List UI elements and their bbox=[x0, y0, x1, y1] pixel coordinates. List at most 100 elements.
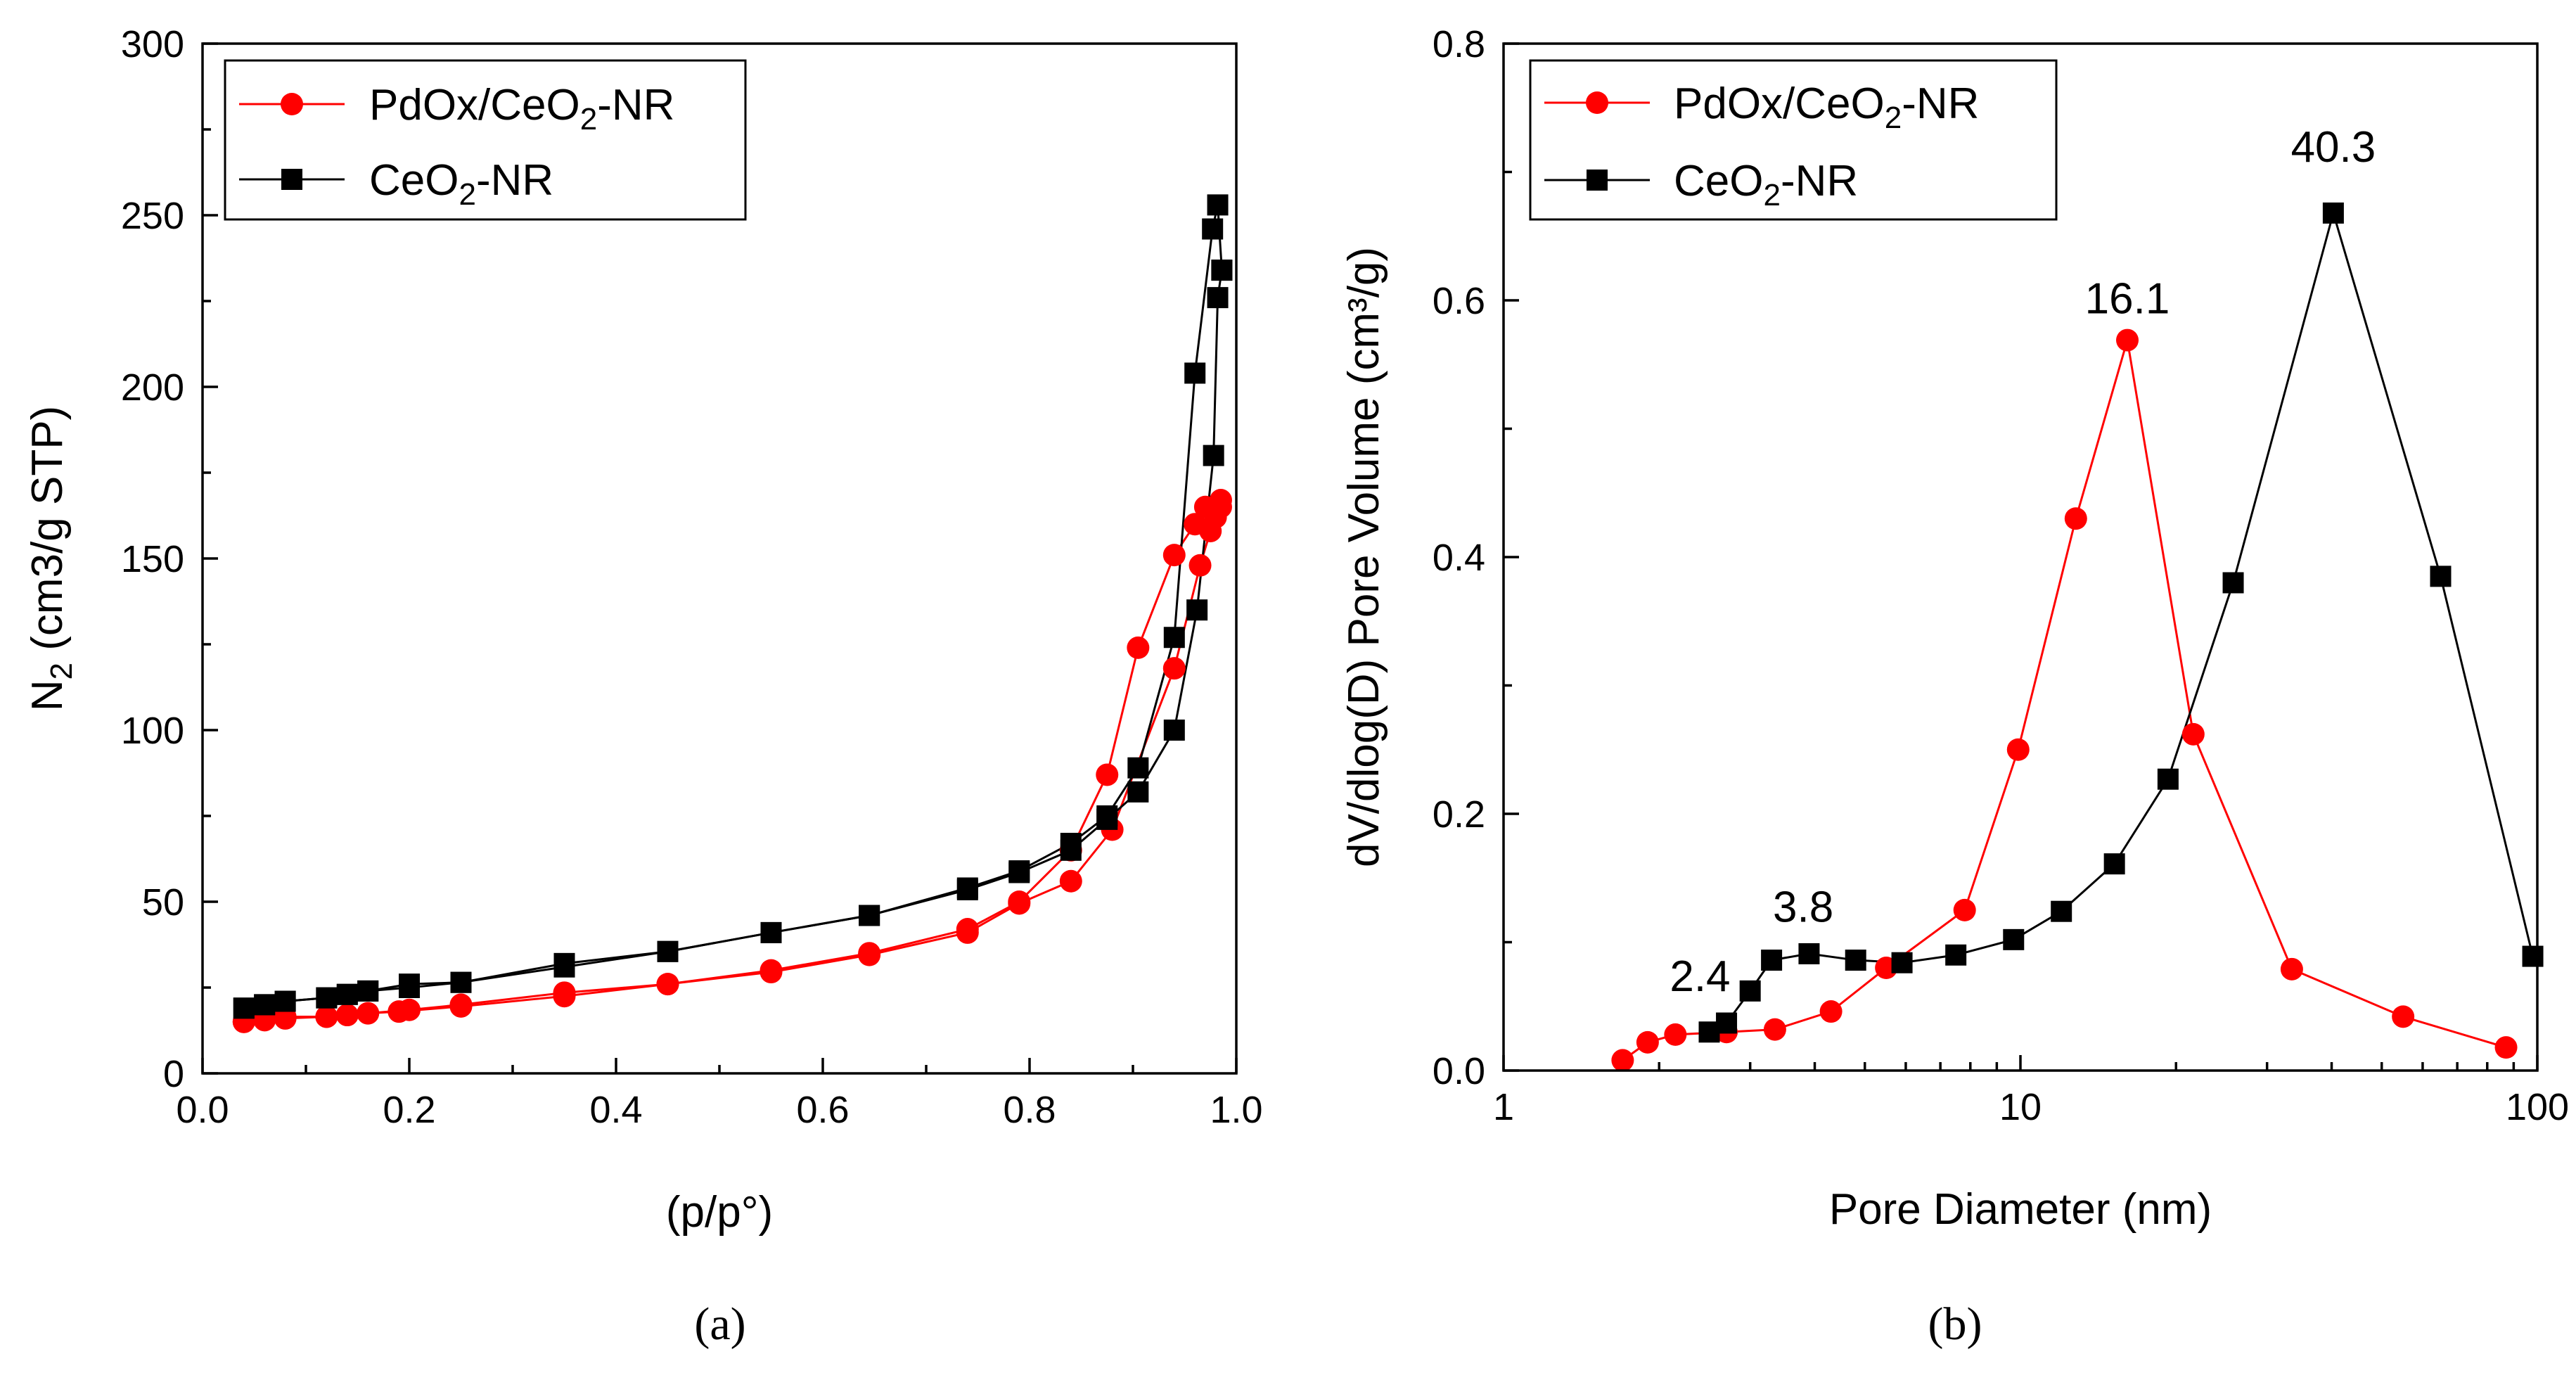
chart-b-peak-label: 3.8 bbox=[1773, 883, 1833, 931]
chart-a-point-pdox-ceo2-nr bbox=[274, 1007, 297, 1030]
chart-a-point-ceo2-nr bbox=[1008, 860, 1030, 882]
chart-a-y-axis-title-sub: 2 bbox=[44, 663, 79, 679]
chart-b-point-ceo2-nr bbox=[1716, 1012, 1738, 1034]
chart-a-x-axis-title: (p/p°) bbox=[666, 1188, 773, 1237]
chart-b-point-pdox-ceo2-nr bbox=[1636, 1030, 1659, 1054]
chart-a-point-pdox-ceo2-nr bbox=[553, 981, 576, 1004]
chart-b-point-ceo2-nr bbox=[2157, 768, 2179, 790]
chart-a-y-tick-label: 250 bbox=[121, 195, 184, 237]
chart-b-point-ceo2-nr bbox=[2103, 853, 2125, 875]
chart-a-legend-label-ceo2-rest: -NR bbox=[476, 156, 553, 205]
chart-b-x-axis-title: Pore Diameter (nm) bbox=[1829, 1185, 2212, 1234]
chart-a-legend-label-ceo2-main: CeO bbox=[369, 156, 459, 205]
chart-b-peak-label: 2.4 bbox=[1670, 952, 1730, 1001]
chart-a-point-ceo2-nr bbox=[1096, 805, 1118, 826]
chart-a-point-pdox-ceo2-nr bbox=[398, 998, 421, 1021]
chart-b-y-axis-title: dV/dlog(D) Pore Volume (cm³/g) bbox=[1340, 247, 1388, 867]
chart-b-y-tick-label: 0.8 bbox=[1433, 23, 1485, 65]
chart-b-x-tick-label: 100 bbox=[2506, 1086, 2569, 1128]
chart-b-point-pdox-ceo2-nr bbox=[1763, 1018, 1786, 1041]
chart-a-point-pdox-ceo2-nr bbox=[1188, 554, 1212, 577]
chart-b-point-pdox-ceo2-nr bbox=[1953, 898, 1976, 921]
chart-b-legend-label-ceo2-sub: 2 bbox=[1763, 178, 1780, 212]
chart-a-y-tick-label: 200 bbox=[121, 366, 184, 409]
chart-a-point-ceo2-nr bbox=[450, 971, 472, 993]
chart-a-point-pdox-ceo2-nr bbox=[449, 993, 473, 1016]
chart-a-legend-label-ceo2: CeO2-NR bbox=[369, 156, 553, 212]
chart-b-point-ceo2-nr bbox=[1891, 952, 1913, 973]
chart-a-point-ceo2-nr bbox=[399, 977, 420, 998]
chart-a-point-ceo2-nr bbox=[1184, 362, 1206, 384]
chart-a-point-ceo2-nr bbox=[1127, 757, 1149, 779]
chart-a-tick-labels: 0.0 0.2 0.4 0.6 0.8 1.0 0 50 100 150 200 250 300 bbox=[121, 23, 1263, 1131]
chart-b-legend-box bbox=[1529, 59, 2058, 221]
chart-b-point-ceo2-nr bbox=[1845, 950, 1866, 971]
chart-b-point-ceo2-nr bbox=[2051, 900, 2072, 922]
chart-b-point-pdox-ceo2-nr bbox=[2116, 328, 2139, 352]
chart-a-point-pdox-ceo2-nr bbox=[1059, 869, 1082, 893]
chart-b-legend-label-pdox: PdOx/CeO2-NR bbox=[1674, 79, 1979, 135]
chart-a-y-axis-title: N2 (cm3/g STP) bbox=[23, 406, 79, 711]
chart-b-markers bbox=[1611, 202, 2544, 1072]
chart-b-legend-marker-pdox bbox=[1586, 91, 1608, 114]
chart-a-y-tick-label: 0 bbox=[163, 1053, 184, 1095]
chart-b-legend-label-ceo2-rest: -NR bbox=[1781, 157, 1858, 205]
chart-b-ticks bbox=[1502, 42, 2539, 1072]
chart-a-point-ceo2-nr bbox=[1186, 599, 1208, 621]
chart-a-point-pdox-ceo2-nr bbox=[1162, 544, 1186, 567]
chart-a-point-pdox-ceo2-nr bbox=[1162, 657, 1186, 680]
chart-b-point-pdox-ceo2-nr bbox=[2064, 507, 2087, 530]
chart-a-point-pdox-ceo2-nr bbox=[335, 1004, 359, 1027]
chart-b-x-tick-label: 10 bbox=[1999, 1086, 2042, 1128]
chart-a-point-ceo2-nr bbox=[316, 987, 338, 1009]
chart-b-annotations: 2.4 3.8 16.1 40.3 bbox=[1670, 123, 2376, 1001]
chart-a-point-ceo2-nr bbox=[1127, 781, 1149, 803]
chart-a-legend-marker-ceo2 bbox=[281, 169, 302, 190]
chart-b-peak-label: 16.1 bbox=[2085, 274, 2170, 323]
chart-a-point-ceo2-nr bbox=[336, 983, 358, 1005]
chart-a-point-pdox-ceo2-nr bbox=[315, 1005, 338, 1028]
chart-b-point-ceo2-nr bbox=[2522, 945, 2544, 967]
chart-a-y-axis-title-rest: (cm3/g STP) bbox=[23, 406, 72, 663]
chart-b-point-pdox-ceo2-nr bbox=[2280, 957, 2303, 981]
chart-b-point-ceo2-nr bbox=[1798, 943, 1820, 964]
chart-a-x-tick-label: 0.6 bbox=[796, 1089, 849, 1131]
chart-a-point-ceo2-nr bbox=[254, 994, 276, 1016]
chart-a: 0.0 0.2 0.4 0.6 0.8 1.0 0 50 100 150 200 250 300 (p/… bbox=[23, 23, 1263, 1237]
chart-b-point-ceo2-nr bbox=[1945, 944, 1967, 966]
chart-a-point-ceo2-nr bbox=[274, 990, 296, 1012]
chart-a-point-pdox-ceo2-nr bbox=[1127, 636, 1150, 659]
chart-b-y-tick-label: 0.6 bbox=[1433, 280, 1485, 322]
chart-a-y-axis-title-main: N bbox=[23, 679, 72, 711]
chart-b-y-tick-label: 0.4 bbox=[1433, 537, 1485, 579]
chart-a-point-ceo2-nr bbox=[657, 940, 679, 962]
chart-b-point-ceo2-nr bbox=[1761, 950, 1783, 971]
chart-a-x-tick-label: 0.4 bbox=[589, 1089, 642, 1131]
chart-a-y-tick-label: 150 bbox=[121, 538, 184, 580]
chart-a-y-tick-label: 50 bbox=[142, 881, 184, 924]
chart-a-x-tick-label: 0.0 bbox=[176, 1089, 229, 1131]
chart-b-peak-label: 40.3 bbox=[2291, 123, 2376, 172]
chart-b-legend-label-ceo2-main: CeO bbox=[1674, 157, 1763, 205]
chart-b-point-ceo2-nr bbox=[2430, 566, 2452, 587]
chart-b-legend: PdOx/CeO2-NR CeO2-NR bbox=[1529, 59, 2058, 221]
chart-a-legend-label-pdox-main: PdOx/CeO bbox=[369, 81, 580, 129]
chart-a-legend: PdOx/CeO2-NR CeO2-NR bbox=[224, 59, 747, 221]
chart-b-point-pdox-ceo2-nr bbox=[1819, 1000, 1843, 1023]
chart-a-point-pdox-ceo2-nr bbox=[956, 918, 979, 941]
chart-b-point-ceo2-nr bbox=[1739, 980, 1761, 1002]
panel-label-a: (a) bbox=[694, 1298, 745, 1350]
chart-b-y-tick-label: 0.2 bbox=[1433, 793, 1485, 836]
chart-b-point-pdox-ceo2-nr bbox=[2494, 1036, 2518, 1059]
chart-b-point-pdox-ceo2-nr bbox=[2392, 1005, 2415, 1028]
chart-a-point-ceo2-nr bbox=[1203, 445, 1224, 466]
chart-b-tick-labels: 1 10 100 0.0 0.2 0.4 0.6 0.8 bbox=[1433, 23, 2569, 1128]
panel-label-b: (b) bbox=[1928, 1298, 1982, 1350]
chart-a-point-ceo2-nr bbox=[553, 956, 575, 978]
chart-b-legend-label-pdox-rest: -NR bbox=[1902, 79, 1979, 128]
chart-a-point-ceo2-nr bbox=[233, 997, 255, 1019]
chart-a-legend-label-pdox: PdOx/CeO2-NR bbox=[369, 81, 674, 136]
chart-a-point-ceo2-nr bbox=[1060, 833, 1082, 855]
